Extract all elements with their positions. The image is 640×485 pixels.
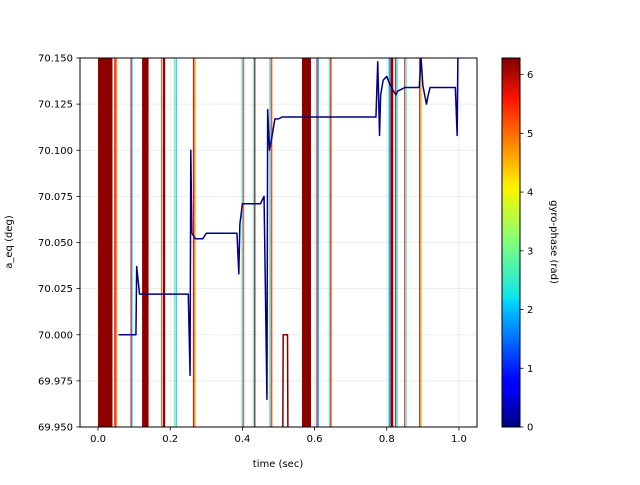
x-axis-label: time (sec) <box>253 459 304 470</box>
phase-band-21 <box>329 58 331 427</box>
phase-band-27 <box>404 58 406 427</box>
x-tick-label-1: 0.2 <box>162 434 178 445</box>
phase-band-4 <box>131 58 133 427</box>
phase-band-29 <box>419 58 421 427</box>
colorbar-tick-label-6: 6 <box>527 70 533 81</box>
y-tick-label-7: 70.125 <box>38 100 73 111</box>
phase-band-22 <box>330 58 332 427</box>
x-tick-label-3: 0.6 <box>307 434 323 445</box>
phase-band-5 <box>142 58 149 427</box>
colorbar-label: gyro-phase (rad) <box>548 200 559 284</box>
phase-band-23 <box>388 58 391 427</box>
y-tick-label-2: 70.000 <box>38 330 73 341</box>
y-tick-label-3: 70.025 <box>38 284 73 295</box>
colorbar-ticks: 0 1 2 3 4 5 6 <box>520 70 533 434</box>
colorbar-tick-label-0: 0 <box>527 423 533 434</box>
phase-band-6 <box>161 58 163 427</box>
phase-band-16 <box>269 58 271 427</box>
colorbar <box>501 57 521 428</box>
phase-band-17 <box>270 58 273 427</box>
phase-band-2 <box>116 58 118 427</box>
x-tick-label-4: 0.8 <box>379 434 395 445</box>
phase-band-26 <box>396 58 398 427</box>
y-tick-label-5: 70.075 <box>38 192 73 203</box>
series-line-1 <box>282 334 289 427</box>
phase-band-11 <box>194 58 196 427</box>
phase-band-24 <box>390 58 394 427</box>
phase-band-1 <box>114 58 116 427</box>
phase-band-9 <box>175 58 177 427</box>
phase-band-8 <box>173 58 175 427</box>
phase-band-0 <box>98 58 113 427</box>
phase-band-25 <box>395 58 397 427</box>
phase-band-19 <box>316 58 318 427</box>
y-axis-label: a_eq (deg) <box>4 215 15 269</box>
phase-band-10 <box>192 58 194 427</box>
colorbar-tick-label-3: 3 <box>527 246 533 257</box>
phase-band-28 <box>405 58 407 427</box>
phase-band-3 <box>130 58 132 427</box>
phase-band-20 <box>317 58 319 427</box>
x-axis-ticks: 0.0 0.2 0.4 0.6 0.8 1.0 <box>90 427 467 445</box>
colorbar-tick-label-2: 2 <box>527 305 533 316</box>
phase-band-18 <box>301 58 311 427</box>
x-tick-label-0: 0.0 <box>90 434 106 445</box>
colorbar-tick-label-4: 4 <box>527 188 533 199</box>
phase-band-12 <box>241 58 243 427</box>
phase-band-30 <box>420 58 422 427</box>
y-tick-label-0: 69.950 <box>38 423 73 434</box>
series-line-0 <box>118 58 459 401</box>
phase-band-14 <box>253 58 255 427</box>
colorbar-tick-label-5: 5 <box>527 129 533 140</box>
y-tick-label-1: 69.975 <box>38 376 73 387</box>
phase-bands <box>98 58 422 427</box>
phase-band-15 <box>254 58 256 427</box>
x-tick-label-5: 1.0 <box>451 434 467 445</box>
y-tick-label-6: 70.100 <box>38 146 73 157</box>
phase-band-7 <box>163 58 166 427</box>
y-tick-label-4: 70.050 <box>38 238 73 249</box>
y-axis-ticks: 69.950 69.975 70.000 70.025 70.050 70.075 70.1… <box>38 54 80 434</box>
colorbar-tick-label-1: 1 <box>527 364 533 375</box>
phase-band-13 <box>243 58 245 427</box>
x-tick-label-2: 0.4 <box>234 434 250 445</box>
y-tick-label-8: 70.150 <box>38 54 73 65</box>
series <box>118 58 459 427</box>
